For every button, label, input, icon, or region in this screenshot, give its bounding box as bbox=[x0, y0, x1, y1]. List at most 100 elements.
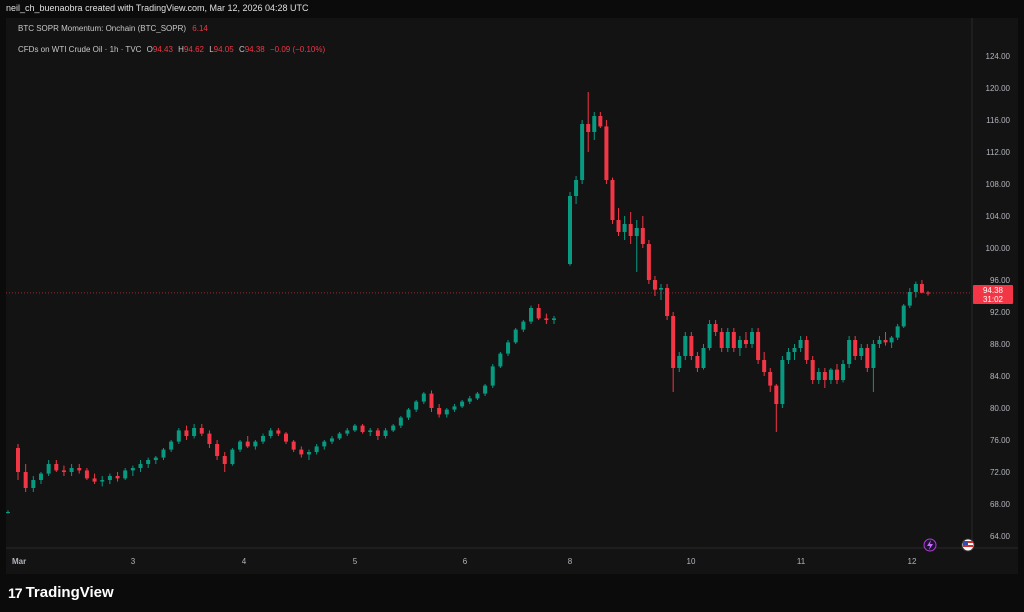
candle-body bbox=[901, 305, 906, 327]
candle-body bbox=[707, 324, 712, 348]
candle-body bbox=[552, 318, 556, 320]
candle-body bbox=[895, 326, 900, 338]
candle-body bbox=[460, 401, 465, 407]
candle-body bbox=[737, 340, 742, 348]
candle-body bbox=[337, 433, 342, 439]
indicator-value: 6.14 bbox=[192, 24, 208, 33]
candle-body bbox=[634, 228, 639, 236]
candle-body bbox=[756, 332, 761, 360]
candle-body bbox=[284, 433, 288, 442]
candle-body bbox=[107, 476, 112, 480]
candle-body bbox=[646, 244, 651, 280]
candle-body bbox=[421, 393, 426, 402]
candle-body bbox=[592, 116, 597, 132]
candle-body bbox=[84, 470, 89, 479]
flag-stripe bbox=[963, 545, 973, 547]
tradingview-logo[interactable]: 17 TradingView bbox=[8, 584, 114, 601]
candle-body bbox=[725, 332, 730, 348]
candle-body bbox=[245, 441, 250, 447]
candle-body bbox=[786, 352, 791, 360]
tradingview-logo-text: TradingView bbox=[25, 584, 114, 601]
candle-body bbox=[628, 224, 633, 236]
candle-body bbox=[291, 441, 296, 450]
y-tick-label: 72.00 bbox=[990, 468, 1011, 477]
candlestick-chart[interactable]: 124.00 120.00 116.00 112.00 108.00 104.00 100.… bbox=[6, 18, 1018, 574]
candle-body bbox=[398, 417, 403, 426]
indicator-legend: BTC SOPR Momentum: Onchain (BTC_SOPR) 6.… bbox=[18, 24, 208, 33]
header-bar: neil_ch_buenaobra created with TradingVi… bbox=[0, 0, 1024, 18]
candle-body bbox=[69, 468, 74, 472]
candle-body bbox=[230, 449, 235, 464]
close-label: C bbox=[238, 45, 245, 54]
candle-body bbox=[38, 473, 43, 480]
x-tick-label: 8 bbox=[568, 557, 573, 566]
candle-body bbox=[544, 318, 549, 320]
candle-body bbox=[513, 329, 518, 343]
lightning-icon-glyph bbox=[927, 540, 933, 550]
candle-body bbox=[176, 430, 181, 442]
candle-body bbox=[743, 340, 748, 344]
candle-body bbox=[622, 224, 627, 232]
candle-body bbox=[475, 393, 480, 399]
candle-body bbox=[498, 353, 503, 367]
candle-body bbox=[153, 457, 158, 460]
countdown-value: 31:02 bbox=[983, 295, 1004, 304]
candle-body bbox=[115, 476, 120, 479]
candle-body bbox=[383, 430, 388, 436]
candle-body bbox=[652, 280, 657, 290]
candle-body bbox=[762, 360, 767, 372]
y-tick-label: 116.00 bbox=[986, 116, 1010, 125]
candle-body bbox=[16, 448, 20, 472]
last-price-tag bbox=[973, 284, 1013, 304]
candle-body bbox=[437, 408, 442, 415]
candle-body bbox=[695, 356, 700, 368]
candle-body bbox=[834, 369, 839, 380]
candle-body bbox=[329, 438, 334, 442]
candle-body bbox=[253, 441, 258, 447]
candle-body bbox=[798, 340, 803, 348]
close-value: 94.38 bbox=[244, 45, 265, 54]
candle-body bbox=[375, 430, 380, 436]
candle-body bbox=[889, 337, 894, 343]
indicator-name: BTC SOPR Momentum: Onchain (BTC_SOPR) bbox=[18, 24, 187, 33]
low-value: 94.05 bbox=[213, 45, 234, 54]
y-tick-label: 108.00 bbox=[986, 180, 1011, 189]
y-tick-label: 88.00 bbox=[990, 340, 1011, 349]
y-tick-label: 92.00 bbox=[990, 308, 1011, 317]
chart-area[interactable]: 124.00 120.00 116.00 112.00 108.00 104.00 100.… bbox=[6, 18, 1018, 574]
x-tick-label: 12 bbox=[908, 557, 917, 566]
candle-body bbox=[268, 430, 273, 436]
candle-body bbox=[810, 360, 815, 380]
y-tick-label: 100.00 bbox=[986, 244, 1011, 253]
candle-body bbox=[580, 124, 585, 180]
tradingview-logo-icon: 17 bbox=[8, 584, 23, 601]
candle-body bbox=[701, 348, 706, 368]
candle-body bbox=[138, 464, 143, 468]
candle-body bbox=[192, 428, 197, 436]
credit-text: neil_ch_buenaobra created with TradingVi… bbox=[6, 3, 309, 13]
candle-body bbox=[871, 344, 876, 368]
candle-body bbox=[713, 324, 718, 332]
candle-body bbox=[360, 425, 365, 432]
candle-body bbox=[322, 441, 327, 447]
candle-body bbox=[804, 340, 809, 360]
change-value: −0.09 (−0.10%) bbox=[269, 45, 326, 54]
candle-body bbox=[865, 348, 870, 368]
candle-body bbox=[352, 425, 357, 431]
candle-body bbox=[616, 220, 621, 232]
candle-body bbox=[276, 430, 281, 434]
candle-body bbox=[467, 398, 472, 402]
candle-body bbox=[207, 433, 212, 444]
candle-body bbox=[54, 464, 59, 471]
candle-body bbox=[406, 409, 411, 418]
flag-canton bbox=[963, 541, 968, 545]
candle-body bbox=[23, 472, 28, 488]
x-tick-label: 11 bbox=[797, 557, 806, 566]
candle-body bbox=[586, 124, 591, 132]
candle-body bbox=[452, 406, 457, 410]
candle-body bbox=[345, 430, 350, 434]
candle-body bbox=[368, 430, 373, 432]
x-tick-label: Mar bbox=[12, 557, 26, 566]
candle-body bbox=[689, 336, 694, 356]
symbol-name: CFDs on WTI Crude Oil · 1h · TVC bbox=[18, 45, 142, 54]
